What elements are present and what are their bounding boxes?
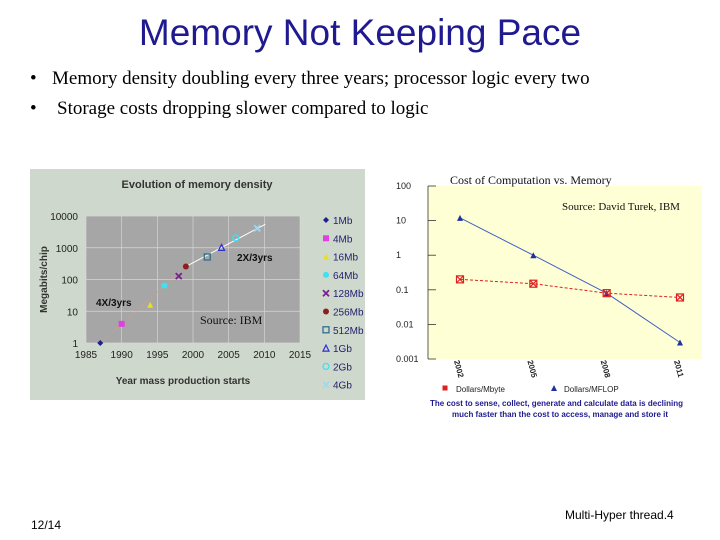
- legend-marker-mflop: [551, 385, 557, 391]
- x-tick-label: 2008: [599, 359, 612, 379]
- y-axis-label: Megabits/chip: [39, 246, 50, 313]
- data-point-mbyte: [529, 279, 538, 288]
- data-point-4Mb: [118, 320, 125, 327]
- plot-area: [428, 186, 702, 359]
- legend-label-mflop: Dollars/MFLOP: [564, 385, 619, 394]
- y-tick-label: 100: [61, 276, 78, 287]
- x-axis-label: Year mass production starts: [116, 376, 251, 387]
- annotation-2x: 2X/3yrs: [237, 253, 273, 264]
- data-point-mbyte: [455, 275, 465, 284]
- legend-label: 512Mb: [333, 326, 364, 337]
- y-tick-label: 1: [72, 339, 78, 350]
- data-point-mbyte: [675, 293, 685, 302]
- bullet-1: • Memory density doubling every three yea…: [30, 68, 590, 90]
- x-tick-label: 2002: [452, 359, 465, 379]
- x-tick-label: 1990: [111, 350, 134, 361]
- slide-title: Memory Not Keeping Pace: [138, 12, 582, 53]
- bullet-glyph: •: [30, 98, 37, 119]
- x-tick-label: 2011: [672, 359, 685, 379]
- bullet-2: • Storage costs dropping slower compared …: [30, 98, 428, 120]
- chart-title: Cost of Computation vs. Memory: [450, 173, 612, 187]
- legend-label-mbyte: Dollars/Mbyte: [456, 385, 505, 394]
- series-line-dollars-mbyte: [459, 278, 681, 298]
- source-label: Source: David Turek, IBM: [562, 201, 680, 213]
- x-tick-label: 2010: [253, 350, 276, 361]
- source-label: Source: IBM: [200, 313, 263, 327]
- slide-number: 12/14: [31, 518, 62, 532]
- data-point-mbyte: [602, 289, 611, 298]
- data-point-128Mb: [175, 272, 183, 280]
- y-tick-label: 1000: [56, 244, 79, 255]
- legend-marker-64Mb: [323, 271, 329, 278]
- data-point-2Gb: [232, 234, 240, 242]
- trend-line-2x: [185, 223, 266, 267]
- y-tick-label: 0.01: [396, 319, 414, 329]
- x-tick-label: 1995: [146, 350, 169, 361]
- caption-line-2: much faster than the cost to access, man…: [452, 410, 668, 419]
- data-point-1Gb: [217, 243, 226, 252]
- y-tick-label: 10: [396, 216, 406, 226]
- annotation-4x: 4X/3yrs: [96, 298, 132, 309]
- legend-label: 256Mb: [333, 308, 364, 319]
- y-tick-label: 10000: [50, 212, 78, 223]
- y-tick-label: 0.001: [396, 354, 419, 364]
- y-tick-label: 0.1: [396, 285, 409, 295]
- bullet-1-text: Memory density doubling every three year…: [52, 68, 590, 89]
- caption-line-1: The cost to sense, collect, generate and…: [430, 399, 683, 408]
- trend-line-4x: [99, 266, 187, 344]
- data-point-mflop: [677, 339, 683, 346]
- y-tick-label: 10: [67, 307, 79, 318]
- cost-chart: 100 10 1 0.1 0.01 0.001 Cost of Computation vs…: [396, 173, 702, 419]
- bullet-2-text: Storage costs dropping slower compared t…: [57, 98, 429, 119]
- data-point-64Mb: [161, 282, 168, 289]
- legend-marker-mbyte: [442, 385, 448, 391]
- legend-label: 1Gb: [333, 344, 352, 355]
- memory-density-chart: Evolution of memory density 1 10 100 1000 100…: [30, 169, 365, 400]
- data-point-mflop: [457, 214, 463, 221]
- legend-marker-2Gb: [322, 362, 330, 371]
- x-tick-label: 1985: [75, 350, 98, 361]
- legend-marker-4Mb: [323, 235, 329, 242]
- legend-label: 4Mb: [333, 234, 353, 245]
- legend-label: 2Gb: [333, 362, 352, 373]
- legend-marker-256Mb: [323, 308, 329, 315]
- chart-title: Evolution of memory density: [122, 179, 274, 191]
- legend-marker-16Mb: [323, 253, 329, 260]
- legend-label: 16Mb: [333, 253, 358, 264]
- legend-label: 128Mb: [333, 289, 364, 300]
- x-tick-label: 2005: [525, 359, 538, 379]
- footer-label: Multi-Hyper thread.4: [565, 508, 674, 522]
- series-line-dollars-mflop: [459, 217, 681, 343]
- y-tick-label: 1: [396, 250, 401, 260]
- legend-label: 64Mb: [333, 271, 358, 282]
- data-point-1Mb: [97, 340, 104, 346]
- data-point-4Gb: [253, 224, 261, 232]
- legend-marker-128Mb: [322, 289, 330, 297]
- x-tick-label: 2000: [182, 350, 205, 361]
- legend-label: 4Gb: [333, 381, 352, 392]
- data-point-512Mb: [203, 253, 211, 261]
- legend-marker-1Gb: [322, 343, 330, 352]
- legend-label: 1Mb: [333, 216, 353, 227]
- legend-marker-4Gb: [322, 381, 330, 389]
- legend-marker-512Mb: [322, 326, 330, 334]
- legend-marker-1Mb: [323, 217, 329, 223]
- bullet-glyph: •: [30, 68, 37, 89]
- y-tick-label: 100: [396, 181, 411, 191]
- data-point-16Mb: [147, 301, 154, 308]
- data-point-mflop: [530, 252, 537, 259]
- data-point-256Mb: [182, 263, 189, 270]
- x-tick-label: 2005: [218, 350, 241, 361]
- x-tick-label: 2015: [289, 350, 312, 361]
